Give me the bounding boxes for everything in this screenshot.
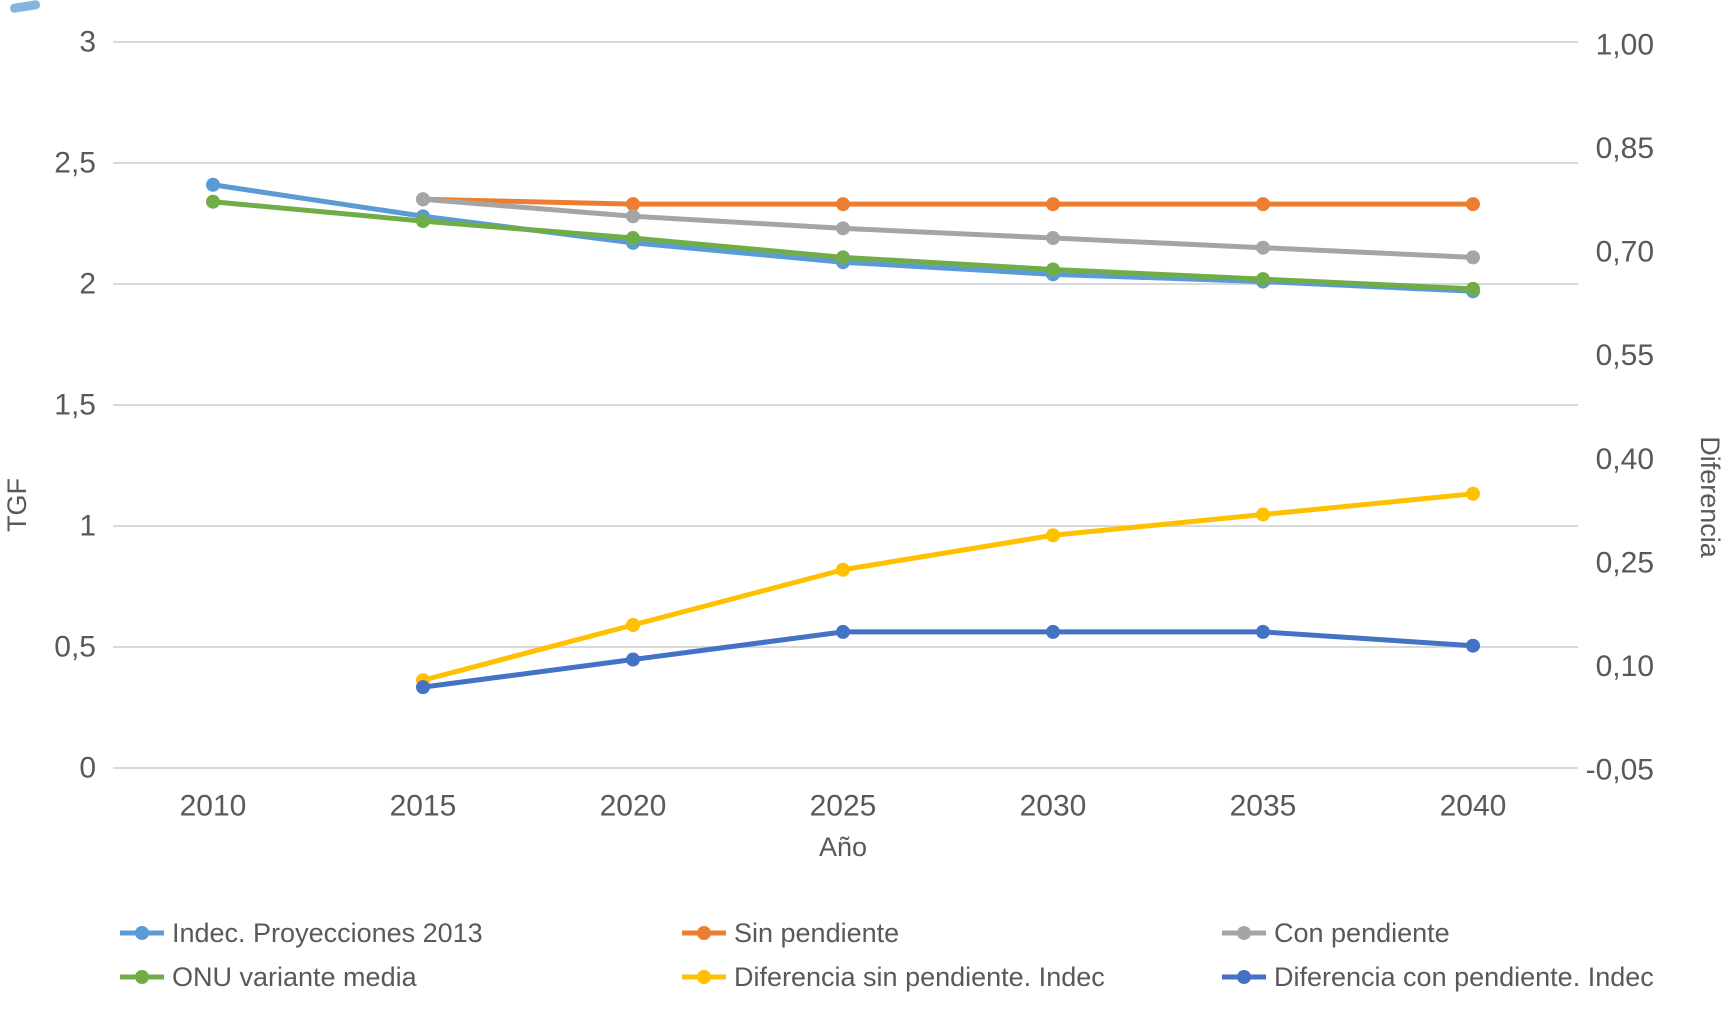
- grid-layer: [113, 41, 1578, 769]
- y-right-tick-label: 0,55: [1596, 339, 1654, 372]
- y-right-tick-label: 0,10: [1596, 650, 1654, 683]
- legend-label-con-pendiente: Con pendiente: [1274, 918, 1450, 948]
- data-point-sin-pendiente: [1256, 197, 1270, 212]
- legend-key-marker-diferencia-con-pendiente-indec: [1237, 970, 1251, 984]
- y-left-tick-label: 1,5: [54, 389, 96, 422]
- screenshot-artifact: [10, 0, 41, 13]
- series-line-sin-pendiente: [420, 196, 1476, 207]
- data-point-con-pendiente: [836, 221, 850, 236]
- legend-item-diferencia-con-pendiente-indec: Diferencia con pendiente. Indec: [1222, 962, 1654, 992]
- legend-key-marker-con-pendiente: [1237, 926, 1251, 940]
- y-right-tick-label: 1,00: [1596, 29, 1654, 62]
- x-tick-label-2035: 2035: [1230, 790, 1297, 823]
- series-layer: [206, 177, 1480, 695]
- y-left-tick-label: 3: [79, 26, 96, 59]
- x-tick-label-2030: 2030: [1020, 790, 1087, 823]
- data-point-sin-pendiente: [1046, 197, 1060, 212]
- data-point-con-pendiente: [1466, 250, 1480, 265]
- data-point-con-pendiente: [416, 192, 430, 207]
- data-point-diferencia-con-pendiente-indec: [626, 652, 640, 667]
- data-point-diferencia-sin-pendiente-indec: [1466, 486, 1480, 501]
- x-tick-label-2015: 2015: [390, 790, 457, 823]
- data-point-con-pendiente: [1256, 240, 1270, 255]
- legend-item-sin-pendiente: Sin pendiente: [682, 918, 899, 948]
- series-line-diferencia-sin-pendiente-indec: [420, 491, 1476, 683]
- legend-label-sin-pendiente: Sin pendiente: [734, 918, 899, 948]
- legend-item-diferencia-sin-pendiente-indec: Diferencia sin pendiente. Indec: [682, 962, 1105, 992]
- y-right-tick-label: 0,25: [1596, 546, 1654, 579]
- series-line-diferencia-con-pendiente-indec: [420, 629, 1476, 690]
- legend-label-indec-proyecciones-2013: Indec. Proyecciones 2013: [172, 918, 483, 948]
- x-tick-label-2025: 2025: [810, 790, 877, 823]
- y-right-tick-label: 0,85: [1596, 132, 1654, 165]
- data-point-diferencia-con-pendiente-indec: [1466, 638, 1480, 653]
- data-point-onu-variante-media: [416, 214, 430, 229]
- x-tick-label-2020: 2020: [600, 790, 667, 823]
- y-left-tick-label: 0,5: [54, 631, 96, 664]
- y-left-tick-label: 1: [79, 510, 96, 543]
- data-point-onu-variante-media: [206, 194, 220, 209]
- data-point-onu-variante-media: [1256, 272, 1270, 287]
- data-point-diferencia-sin-pendiente-indec: [1046, 528, 1060, 543]
- data-point-diferencia-con-pendiente-indec: [836, 624, 850, 639]
- legend-key-marker-diferencia-sin-pendiente-indec: [697, 970, 711, 984]
- y-axis-left-title: TGF: [2, 478, 32, 532]
- legend-key-marker-indec-proyecciones-2013: [135, 926, 149, 940]
- data-point-diferencia-con-pendiente-indec: [1046, 624, 1060, 639]
- legend-item-indec-proyecciones-2013: Indec. Proyecciones 2013: [120, 918, 483, 948]
- data-point-diferencia-sin-pendiente-indec: [1256, 507, 1270, 522]
- data-point-indec-proyecciones-2013: [206, 177, 220, 192]
- legend-label-diferencia-con-pendiente-indec: Diferencia con pendiente. Indec: [1274, 962, 1654, 992]
- data-point-con-pendiente: [626, 209, 640, 224]
- tick-layer: 3 2,5 2 1,5 1 0,5 0 1,00 0,85 0,70 0,55 0,40 0,25 0,1…: [54, 26, 1654, 823]
- legend-label-onu-variante-media: ONU variante media: [172, 962, 418, 992]
- legend-item-con-pendiente: Con pendiente: [1222, 918, 1450, 948]
- y-left-tick-label: 2: [79, 268, 96, 301]
- data-point-onu-variante-media: [1046, 262, 1060, 277]
- data-point-sin-pendiente: [836, 197, 850, 212]
- data-point-con-pendiente: [1046, 231, 1060, 246]
- data-point-diferencia-sin-pendiente-indec: [836, 562, 850, 577]
- x-tick-label-2040: 2040: [1440, 790, 1507, 823]
- x-tick-label-2010: 2010: [180, 790, 247, 823]
- legend-label-diferencia-sin-pendiente-indec: Diferencia sin pendiente. Indec: [734, 962, 1105, 992]
- y-right-tick-label: 0,70: [1596, 236, 1654, 269]
- data-point-onu-variante-media: [836, 250, 850, 265]
- data-point-diferencia-con-pendiente-indec: [1256, 624, 1270, 639]
- y-right-tick-label: -0,05: [1586, 754, 1654, 787]
- y-left-tick-label: 0: [79, 752, 96, 785]
- legend-item-onu-variante-media: ONU variante media: [120, 962, 418, 992]
- legend-layer: Indec. Proyecciones 2013 Sin pendiente Con…: [120, 918, 1654, 992]
- series-line-con-pendiente: [420, 196, 1476, 260]
- data-point-diferencia-sin-pendiente-indec: [626, 618, 640, 632]
- data-point-onu-variante-media: [626, 231, 640, 246]
- y-axis-right-title: Diferencia: [1695, 436, 1725, 559]
- data-point-sin-pendiente: [1466, 197, 1480, 212]
- x-axis-title: Año: [819, 832, 867, 862]
- data-point-onu-variante-media: [1466, 281, 1480, 296]
- legend-key-marker-sin-pendiente: [697, 926, 711, 940]
- y-right-tick-label: 0,40: [1596, 443, 1654, 476]
- legend-key-marker-onu-variante-media: [135, 970, 149, 984]
- y-left-tick-label: 2,5: [54, 147, 96, 180]
- data-point-sin-pendiente: [626, 197, 640, 212]
- data-point-diferencia-con-pendiente-indec: [416, 680, 430, 695]
